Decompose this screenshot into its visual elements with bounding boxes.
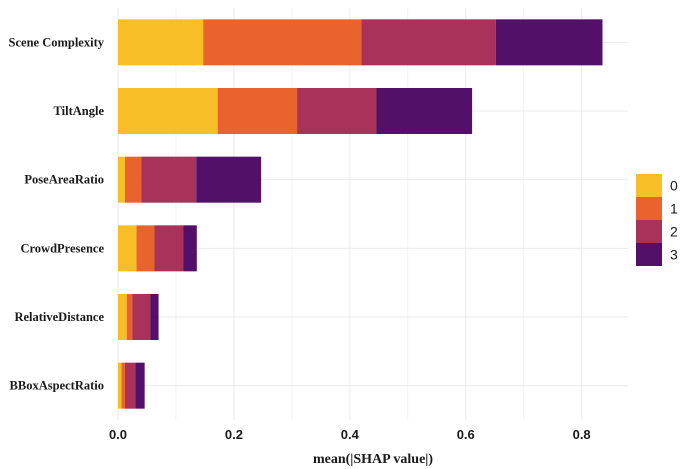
bar-segment-posearearatio-class-1 (124, 156, 142, 203)
legend-swatch (636, 197, 662, 220)
category-label: CrowdPresence (20, 241, 104, 255)
bar-segment-posearearatio-class-2 (141, 156, 197, 203)
x-tick-label: 0.8 (573, 427, 591, 442)
bar-segment-tiltangle-class-1 (217, 87, 298, 135)
bar-segment-crowdpresence-class-2 (154, 225, 184, 272)
bar-segment-relativedistance-class-0 (118, 293, 127, 341)
category-label: BBoxAspectRatio (10, 379, 104, 393)
bar-segment-tiltangle-class-3 (376, 87, 473, 135)
legend-label: 3 (670, 247, 678, 263)
x-tick-label: 0.0 (109, 427, 127, 442)
bar-segment-relativedistance-class-2 (132, 293, 151, 341)
bar-segment-crowdpresence-class-3 (183, 225, 197, 272)
legend-swatch (636, 174, 662, 197)
legend-label: 2 (670, 224, 678, 240)
bar-segment-bboxaspectratio-class-2 (124, 362, 136, 409)
x-tick-label: 0.6 (457, 427, 475, 442)
bar-segment-relativedistance-class-1 (126, 293, 133, 341)
bar-segment-posearearatio-class-3 (196, 156, 262, 203)
bar-segment-scene-complexity-class-3 (495, 19, 603, 66)
legend: 0 1 2 3 (636, 174, 678, 266)
x-tick-label: 0.4 (341, 427, 360, 442)
legend-swatch (636, 243, 662, 266)
bar-segment-bboxaspectratio-class-1 (121, 362, 125, 409)
bar-segment-tiltangle-class-2 (297, 87, 377, 135)
bar-segment-tiltangle-class-0 (118, 87, 218, 135)
bar-segment-crowdpresence-class-1 (136, 225, 155, 272)
bar-segment-crowdpresence-class-0 (118, 225, 137, 272)
bar-segment-bboxaspectratio-class-0 (118, 362, 122, 409)
legend-label: 0 (670, 178, 678, 194)
legend-label: 1 (670, 201, 678, 217)
grid-layer (117, 8, 628, 420)
legend-swatch (636, 220, 662, 243)
category-label: Scene Complexity (9, 35, 105, 49)
category-label: TiltAngle (54, 104, 105, 118)
category-labels: Scene Complexity TiltAngle PoseAreaRatio Cr… (9, 35, 105, 392)
bar-segment-posearearatio-class-0 (118, 156, 125, 203)
x-axis-title: mean(|SHAP value|) (313, 452, 433, 467)
bar-segment-relativedistance-class-3 (150, 293, 159, 341)
bar-segment-scene-complexity-class-2 (361, 19, 496, 66)
bars-layer (118, 19, 603, 409)
bar-segment-bboxaspectratio-class-3 (135, 362, 145, 409)
bar-segment-scene-complexity-class-1 (203, 19, 362, 66)
category-label: RelativeDistance (14, 310, 104, 324)
bar-segment-scene-complexity-class-0 (118, 19, 204, 66)
category-label: PoseAreaRatio (24, 173, 104, 187)
x-tick-labels: 0.0 0.2 0.4 0.6 0.8 (109, 427, 591, 442)
x-tick-label: 0.2 (225, 427, 243, 442)
